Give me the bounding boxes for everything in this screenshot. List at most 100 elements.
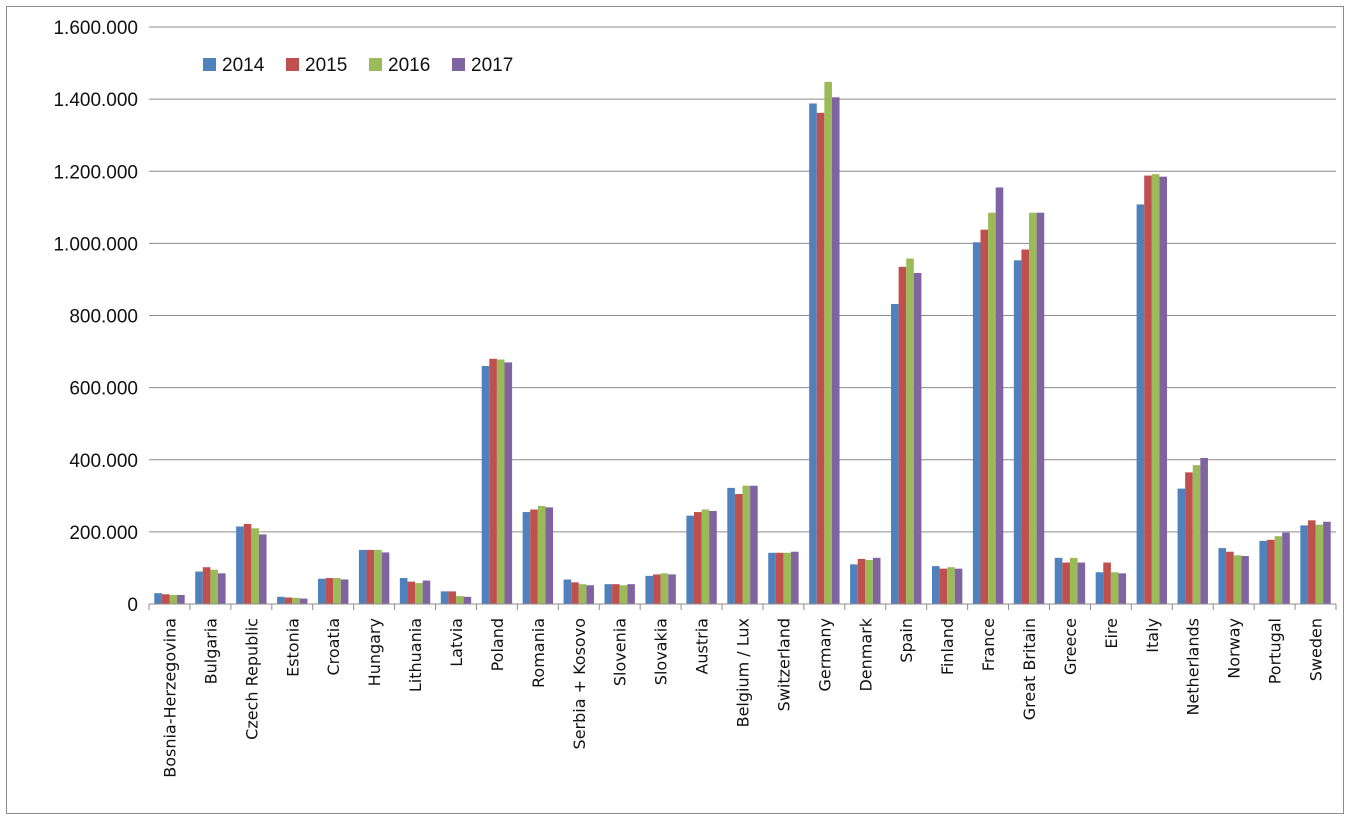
legend-label: 2017	[471, 55, 513, 76]
bar-2017	[218, 573, 226, 604]
y-axis-tick-labels: 0 200.000 400.000 600.000 800.000 1.000.000 1.…	[53, 18, 138, 616]
x-category-label: Netherlands	[1184, 618, 1203, 716]
y-tick-label: 200.000	[69, 523, 138, 544]
bar-2016	[169, 594, 178, 604]
bar-2015	[1103, 562, 1111, 604]
bar-2015	[939, 568, 948, 604]
bar-2016	[415, 583, 423, 604]
bar-2015	[653, 574, 661, 604]
bar-2017	[504, 362, 513, 604]
legend-swatch-2016	[369, 58, 382, 71]
bar-2016	[619, 585, 628, 604]
bar-2015	[857, 558, 866, 604]
category-labels: Bosnia-Herzegovina Bulgaria Czech Republic…	[160, 617, 1325, 777]
bar-2015	[407, 581, 416, 604]
bar-2014	[931, 566, 940, 604]
bar-2015	[366, 549, 375, 604]
x-category-label: Romania	[529, 618, 548, 688]
x-category-label: Serbia + Kosovo	[570, 618, 589, 749]
bar-2015	[734, 494, 743, 604]
bar-2015	[1021, 249, 1030, 604]
chart-frame	[6, 6, 1344, 814]
x-category-label: Eire	[1102, 618, 1121, 649]
bar-2014	[891, 303, 899, 604]
bar-2014	[358, 549, 367, 604]
x-category-label: Greece	[1061, 618, 1080, 675]
y-tick-label: 1.400.000	[53, 90, 138, 111]
bar-2015	[284, 597, 293, 604]
bar-2015	[161, 594, 170, 604]
bar-2016	[1274, 536, 1283, 604]
bar-2014	[604, 584, 613, 604]
bar-2015	[448, 591, 456, 604]
y-tick-label: 0	[127, 595, 138, 616]
bar-2015	[489, 358, 497, 604]
bar-2014	[154, 593, 162, 604]
bar-2014	[1218, 548, 1227, 604]
bar-2014	[809, 103, 817, 604]
bar-2017	[1323, 521, 1331, 604]
bar-2016	[742, 485, 751, 604]
bar-2014	[317, 578, 326, 604]
bars	[154, 81, 1331, 605]
bar-2014	[563, 579, 572, 604]
legend-label: 2014	[222, 55, 265, 76]
legend: 2014 2015 2016 2017	[203, 55, 513, 76]
bar-2016	[537, 505, 546, 604]
bar-2017	[1282, 532, 1290, 604]
x-category-label: Latvia	[447, 618, 466, 667]
bar-2014	[1136, 204, 1145, 604]
y-tick-label: 1.600.000	[53, 18, 138, 39]
bar-2016	[1151, 174, 1160, 604]
y-tick-label: 800.000	[69, 307, 138, 328]
x-category-label: Belgium / Lux	[734, 618, 753, 727]
bar-2014	[972, 242, 981, 605]
bar-2016	[783, 552, 792, 604]
bar-2014	[481, 365, 490, 604]
bar-2014	[522, 512, 531, 604]
x-category-label: France	[979, 618, 998, 671]
bar-2017	[381, 552, 390, 604]
bar-2015	[898, 266, 907, 604]
x-category-label: Italy	[1143, 618, 1162, 653]
bar-2015	[1267, 539, 1275, 604]
x-category-label: Denmark	[856, 617, 875, 691]
bar-2015	[1062, 562, 1070, 604]
bar-2014	[1259, 540, 1267, 604]
bar-2017	[1200, 457, 1208, 604]
bar-2014	[1095, 572, 1104, 604]
legend-swatch-2014	[203, 58, 216, 71]
bar-2016	[701, 509, 710, 604]
y-tick-label: 400.000	[69, 451, 138, 472]
bar-2017	[340, 579, 349, 604]
bar-2017	[872, 557, 881, 604]
x-category-label: Great Britain	[1020, 618, 1039, 720]
x-category-label: Slovenia	[611, 618, 630, 686]
bar-2015	[816, 112, 825, 604]
legend-label: 2015	[305, 55, 347, 76]
bar-2014	[686, 515, 694, 604]
x-category-label: Norway	[1225, 618, 1244, 679]
bar-2015	[693, 512, 702, 604]
bar-2016	[865, 560, 873, 604]
bar-2017	[831, 97, 840, 604]
bar-2016	[660, 573, 669, 604]
x-category-label: Poland	[488, 618, 507, 671]
bar-2017	[177, 594, 185, 604]
bar-2017	[422, 580, 431, 604]
bar-2014	[727, 487, 735, 604]
x-category-label: Austria	[693, 618, 712, 675]
bar-2016	[1233, 555, 1242, 604]
bar-2017	[750, 485, 758, 604]
x-category-label: Slovakia	[652, 618, 671, 685]
x-category-label: Czech Republic	[242, 618, 261, 740]
bar-2015	[202, 567, 211, 604]
bar-2016	[374, 549, 382, 604]
bar-2015	[325, 578, 334, 604]
x-category-label: Sweden	[1307, 618, 1326, 681]
x-category-label: Lithuania	[406, 618, 425, 692]
bar-2015	[1144, 175, 1152, 604]
bar-2016	[947, 567, 955, 604]
bar-2015	[571, 582, 579, 604]
bar-2016	[906, 258, 914, 604]
